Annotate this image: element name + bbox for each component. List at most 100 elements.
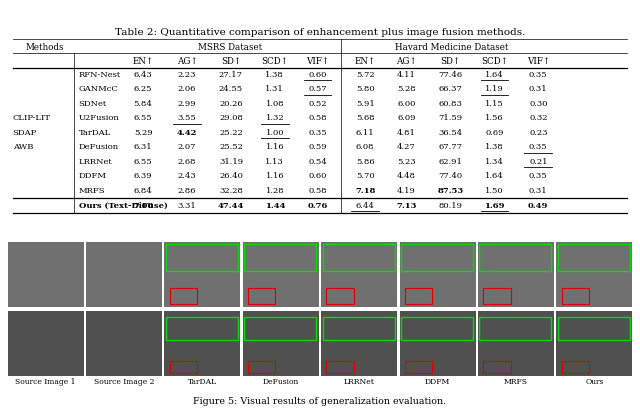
- Text: SDNet: SDNet: [79, 100, 107, 108]
- Text: 62.91: 62.91: [438, 158, 462, 166]
- Text: DeFusion: DeFusion: [79, 143, 118, 152]
- Bar: [164, 242, 241, 307]
- Text: 87.53: 87.53: [437, 187, 463, 195]
- Text: 0.21: 0.21: [529, 158, 547, 166]
- Bar: [244, 243, 316, 271]
- Bar: [8, 311, 84, 377]
- Text: 6.84: 6.84: [134, 187, 152, 195]
- Text: 7.18: 7.18: [355, 187, 376, 195]
- Text: 6.08: 6.08: [356, 143, 374, 152]
- Text: 7.08: 7.08: [133, 201, 154, 210]
- Text: EN↑: EN↑: [355, 57, 376, 66]
- Text: 0.59: 0.59: [308, 143, 327, 152]
- Text: 1.50: 1.50: [485, 187, 504, 195]
- Text: U2Fusion: U2Fusion: [79, 115, 119, 122]
- Text: 0.54: 0.54: [308, 158, 327, 166]
- Text: 29.08: 29.08: [219, 115, 243, 122]
- Text: AG↑: AG↑: [177, 57, 198, 66]
- Text: 0.23: 0.23: [529, 129, 547, 137]
- Bar: [166, 318, 238, 340]
- Text: 1.28: 1.28: [266, 187, 284, 195]
- Text: 0.35: 0.35: [529, 173, 548, 180]
- Text: 31.19: 31.19: [219, 158, 243, 166]
- Text: SCD↑: SCD↑: [261, 57, 289, 66]
- Text: 4.19: 4.19: [397, 187, 416, 195]
- Text: TarDAL: TarDAL: [79, 129, 111, 137]
- Text: 3.55: 3.55: [178, 115, 196, 122]
- Text: 6.39: 6.39: [134, 173, 152, 180]
- Text: EN↑: EN↑: [132, 57, 154, 66]
- Text: 77.46: 77.46: [438, 71, 463, 79]
- Text: RFN-Nest: RFN-Nest: [79, 71, 121, 79]
- Text: 1.64: 1.64: [485, 71, 504, 79]
- Text: 0.35: 0.35: [529, 143, 548, 152]
- Text: 27.17: 27.17: [219, 71, 243, 79]
- Text: VIF↑: VIF↑: [527, 57, 550, 66]
- Bar: [399, 242, 476, 307]
- Text: VIF↑: VIF↑: [306, 57, 329, 66]
- Text: SD↑: SD↑: [440, 57, 461, 66]
- Text: 1.38: 1.38: [266, 71, 284, 79]
- Text: 0.32: 0.32: [529, 115, 547, 122]
- Text: 71.59: 71.59: [438, 115, 463, 122]
- Text: Methods: Methods: [25, 43, 64, 52]
- Bar: [8, 242, 84, 307]
- Bar: [401, 318, 473, 340]
- Text: 6.43: 6.43: [134, 71, 152, 79]
- Text: 60.83: 60.83: [438, 100, 462, 108]
- Text: SD↑: SD↑: [221, 57, 241, 66]
- Text: MRFS: MRFS: [504, 378, 528, 386]
- Text: 0.35: 0.35: [308, 129, 327, 137]
- Bar: [244, 318, 316, 340]
- Text: 5.80: 5.80: [356, 85, 374, 94]
- Text: 2.68: 2.68: [178, 158, 196, 166]
- Bar: [164, 311, 241, 377]
- Text: 5.29: 5.29: [134, 129, 152, 137]
- Bar: [86, 311, 162, 377]
- Bar: [248, 361, 275, 373]
- Bar: [405, 288, 432, 304]
- Text: 2.06: 2.06: [178, 85, 196, 94]
- Bar: [478, 242, 554, 307]
- Text: 4.11: 4.11: [397, 71, 416, 79]
- Bar: [483, 288, 511, 304]
- Text: 2.07: 2.07: [178, 143, 196, 152]
- Text: Table 2: Quantitative comparison of enhancement plus image fusion methods.: Table 2: Quantitative comparison of enha…: [115, 28, 525, 37]
- Text: 4.27: 4.27: [397, 143, 416, 152]
- Text: 5.23: 5.23: [397, 158, 416, 166]
- Text: GANMcC: GANMcC: [79, 85, 118, 94]
- Bar: [556, 311, 632, 377]
- Text: 1.19: 1.19: [485, 85, 504, 94]
- Text: 20.26: 20.26: [219, 100, 243, 108]
- Text: 7.13: 7.13: [396, 201, 417, 210]
- Text: 6.11: 6.11: [356, 129, 374, 137]
- Text: 5.86: 5.86: [356, 158, 374, 166]
- Text: 6.31: 6.31: [134, 143, 152, 152]
- Text: 0.30: 0.30: [529, 100, 547, 108]
- Text: 0.52: 0.52: [308, 100, 327, 108]
- Bar: [248, 288, 275, 304]
- Bar: [326, 361, 354, 373]
- Text: DDFM: DDFM: [79, 173, 106, 180]
- Text: TarDAL: TarDAL: [188, 378, 217, 386]
- Text: SDAP: SDAP: [13, 129, 37, 137]
- Bar: [321, 311, 397, 377]
- Text: 6.44: 6.44: [356, 201, 374, 210]
- Text: Figure 5: Visual results of generalization evaluation.: Figure 5: Visual results of generalizati…: [193, 397, 447, 406]
- Text: Ours (Text-DiFuse): Ours (Text-DiFuse): [79, 201, 168, 210]
- Text: 6.00: 6.00: [397, 100, 416, 108]
- Text: 0.60: 0.60: [308, 71, 326, 79]
- Text: 1.08: 1.08: [266, 100, 284, 108]
- Bar: [401, 243, 473, 271]
- Text: 1.56: 1.56: [485, 115, 504, 122]
- Text: 1.15: 1.15: [485, 100, 504, 108]
- Bar: [479, 243, 552, 271]
- Text: 1.32: 1.32: [266, 115, 284, 122]
- Text: 0.58: 0.58: [308, 115, 327, 122]
- Text: SCD↑: SCD↑: [481, 57, 508, 66]
- Text: 0.76: 0.76: [307, 201, 328, 210]
- Text: AG↑: AG↑: [396, 57, 417, 66]
- Text: 26.40: 26.40: [219, 173, 243, 180]
- Text: 66.37: 66.37: [438, 85, 462, 94]
- Text: Ours: Ours: [585, 378, 604, 386]
